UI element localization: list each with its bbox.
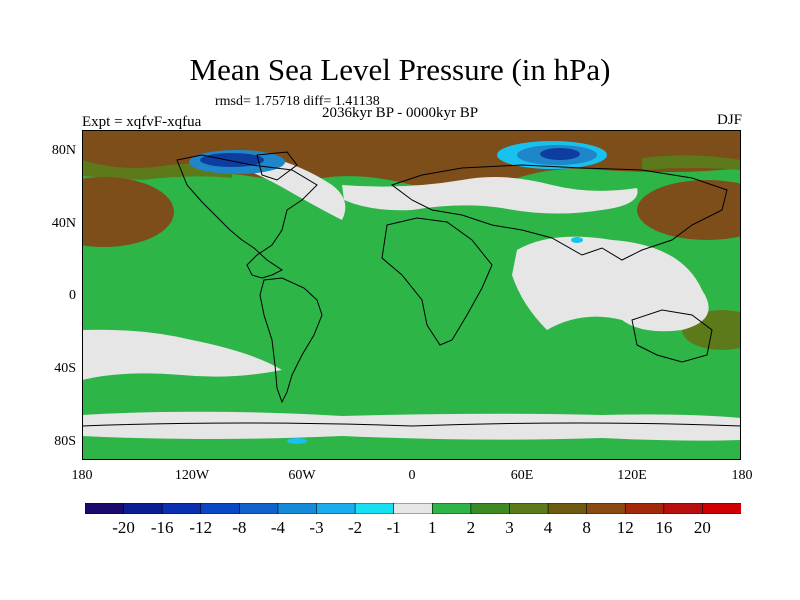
north-pacific-high-west xyxy=(82,177,174,247)
antarctica-outline xyxy=(82,422,741,427)
colorbar-swatch xyxy=(547,503,588,514)
y-tick-0: 0 xyxy=(69,288,76,303)
y-tick-80s: 80S xyxy=(54,434,76,449)
colorbar-label: 1 xyxy=(428,518,437,537)
colorbar-swatch xyxy=(354,503,395,514)
map-frame xyxy=(82,130,741,460)
siberia-olive-band xyxy=(642,155,741,170)
colorbar-svg xyxy=(85,503,741,514)
colorbar-swatch xyxy=(161,503,202,514)
colorbar-swatch xyxy=(702,503,741,514)
x-tick-120e: 120E xyxy=(617,468,647,483)
y-tick-80n: 80N xyxy=(51,143,76,158)
x-tick-180e: 180 xyxy=(731,468,753,483)
colorbar-label: 8 xyxy=(582,518,591,537)
south-america-outline xyxy=(259,277,323,404)
colorbar-label: 4 xyxy=(543,518,553,537)
y-tick-40n: 40N xyxy=(51,216,76,231)
colorbar-label: -1 xyxy=(386,518,401,537)
colorbar-swatch xyxy=(277,503,318,514)
period-label: 2036kyr BP - 0000kyr BP xyxy=(321,105,479,121)
x-tick-60w: 60W xyxy=(288,468,316,483)
stats-label: rmsd= 1.75718 diff= 1.41138 xyxy=(215,94,380,109)
eurasia-white-zone xyxy=(342,176,638,214)
india-blue-spot xyxy=(571,237,583,243)
antarctic-blue-spot xyxy=(287,438,307,444)
africa-outline xyxy=(381,217,493,346)
map-panel xyxy=(82,130,741,460)
siberia-low-core xyxy=(540,148,580,160)
x-tick-60e: 60E xyxy=(510,468,534,483)
colorbar-label: -8 xyxy=(232,518,247,537)
colorbar-swatch xyxy=(624,503,665,514)
eurasia-outline xyxy=(390,164,728,261)
colorbar-swatch xyxy=(200,503,241,514)
x-tick-180w: 180 xyxy=(71,468,93,483)
season-label: DJF xyxy=(716,112,742,128)
colorbar-label: 20 xyxy=(693,518,711,537)
colorbar-swatch xyxy=(431,503,472,514)
colorbar-label: 3 xyxy=(505,518,514,537)
south-pacific-white-zone xyxy=(82,329,282,380)
australia-outline xyxy=(631,309,713,363)
colorbar xyxy=(85,503,741,514)
x-tick-120w: 120W xyxy=(174,468,210,483)
colorbar-swatch xyxy=(663,503,704,514)
x-tick-0: 0 xyxy=(408,468,416,483)
colorbar-label: 2 xyxy=(466,518,476,537)
colorbar-label: -3 xyxy=(309,518,324,537)
colorbar-label: -2 xyxy=(348,518,363,537)
colorbar-swatch xyxy=(509,503,549,514)
colorbar-label: 16 xyxy=(655,518,673,537)
indian-ocean-white-zone xyxy=(512,236,709,332)
greenland-outline xyxy=(256,151,298,181)
colorbar-swatch xyxy=(123,503,163,514)
greenland-low-core xyxy=(200,153,264,167)
colorbar-swatch xyxy=(316,503,356,514)
colorbar-label: -20 xyxy=(112,518,135,537)
y-tick-40s: 40S xyxy=(54,361,76,376)
experiment-label: Expt = xqfvF-xqfua xyxy=(82,114,202,130)
colorbar-swatch xyxy=(586,503,627,514)
map-svg xyxy=(82,130,741,460)
colorbar-swatch xyxy=(470,503,511,514)
colorbar-label: -4 xyxy=(270,518,286,537)
north-pacific-high-east xyxy=(637,180,741,240)
colorbar-label: -16 xyxy=(150,518,174,537)
colorbar-swatch xyxy=(393,503,434,514)
north-america-outline xyxy=(176,154,318,279)
colorbar-label: -12 xyxy=(189,518,213,537)
colorbar-swatch xyxy=(85,503,125,514)
colorbar-label: 12 xyxy=(616,518,634,537)
coastlines xyxy=(82,151,741,427)
chart-title: Mean Sea Level Pressure (in hPa) xyxy=(189,52,611,87)
colorbar-swatch xyxy=(239,503,279,514)
